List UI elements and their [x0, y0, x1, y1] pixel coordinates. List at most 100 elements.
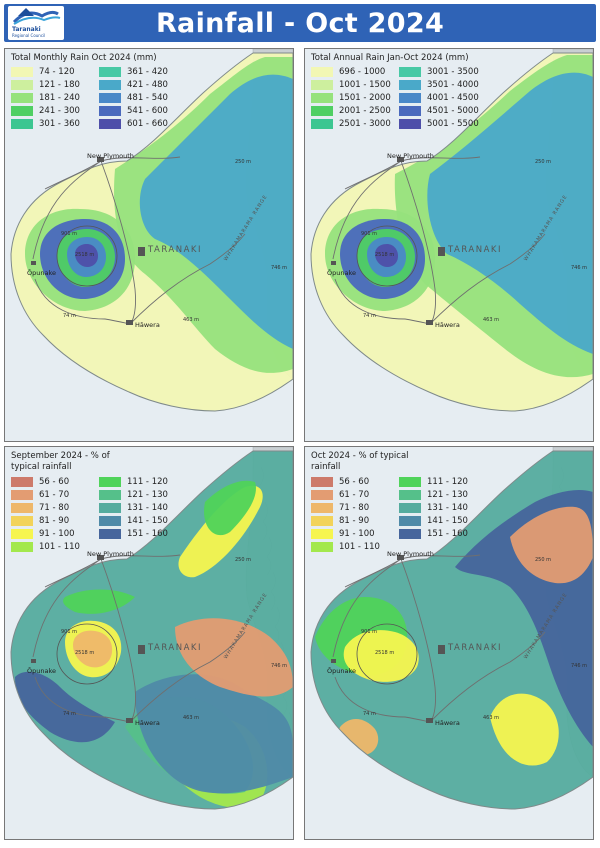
legend-label: 2001 - 2500	[339, 105, 391, 116]
elevation-label: 250 m	[235, 557, 252, 563]
legend-item: 101 - 110	[11, 541, 99, 552]
map-panel-annual-rain: Total Annual Rain Jan-Oct 2024 (mm) 696 -…	[304, 48, 594, 442]
legend-swatch	[11, 541, 33, 552]
legend-label: 81 - 90	[39, 515, 70, 526]
elevation-label: 2518 m	[375, 650, 395, 656]
legend-item: 131 - 140	[399, 502, 487, 513]
legend-swatch	[311, 105, 333, 116]
legend-item: 4001 - 4500	[399, 92, 487, 103]
legend-label: 91 - 100	[39, 528, 75, 539]
legend-label: 81 - 90	[339, 515, 370, 526]
legend-item: 541 - 600	[99, 105, 187, 116]
legend: Total Monthly Rain Oct 2024 (mm) 74 - 120…	[11, 53, 187, 129]
legend-label: 111 - 120	[427, 476, 468, 487]
legend-label: 56 - 60	[339, 476, 370, 487]
legend-label: 3001 - 3500	[427, 66, 479, 77]
town-label-new-plymouth: New Plymouth	[387, 152, 434, 160]
legend-item: 241 - 300	[11, 105, 99, 116]
logo-subtitle: Regional Council	[12, 33, 46, 38]
legend-item: 101 - 110	[311, 541, 399, 552]
legend-item: 696 - 1000	[311, 66, 399, 77]
legend-swatch	[99, 79, 121, 90]
legend-item: 121 - 130	[399, 489, 487, 500]
legend-swatch	[11, 66, 33, 77]
legend-label: 56 - 60	[39, 476, 70, 487]
legend-item: 181 - 240	[11, 92, 99, 103]
legend-swatch	[311, 92, 333, 103]
legend-label: 421 - 480	[127, 79, 168, 90]
legend-swatch	[99, 105, 121, 116]
town-markers	[331, 157, 445, 325]
legend-item: 301 - 360	[11, 118, 99, 129]
legend-title: September 2024 - % of typical rainfall	[11, 451, 110, 472]
rainfall-zone	[375, 244, 398, 267]
map-canvas	[5, 49, 293, 441]
legend-item: 56 - 60	[311, 476, 399, 487]
legend-label: 91 - 100	[339, 528, 375, 539]
legend-swatch	[399, 79, 421, 90]
town-label-hawera: Hāwera	[435, 719, 460, 727]
legend-item: 131 - 140	[99, 502, 187, 513]
council-logo: Taranaki Regional Council	[8, 6, 64, 40]
rainfall-zones	[11, 53, 293, 411]
legend-swatch	[11, 118, 33, 129]
legend-label: 481 - 540	[127, 92, 168, 103]
legend-item: 111 - 120	[399, 476, 487, 487]
legend-item: 121 - 180	[11, 79, 99, 90]
national-park-boundary	[356, 623, 418, 685]
legend-item: 141 - 150	[399, 515, 487, 526]
legend-swatch	[11, 502, 33, 513]
region-boundary	[310, 52, 593, 412]
rainfall-zone	[427, 72, 593, 354]
town-label-opunake: Ōpunake	[327, 269, 356, 277]
legend-swatch	[399, 92, 421, 103]
legend-label: 141 - 150	[427, 515, 468, 526]
legend-swatch	[11, 528, 33, 539]
legend-item: 151 - 160	[399, 528, 487, 539]
legend-title: Total Monthly Rain Oct 2024 (mm)	[11, 53, 157, 63]
legend-swatch	[11, 92, 33, 103]
legend-swatch	[399, 476, 421, 487]
legend-label: 1501 - 2000	[339, 92, 391, 103]
legend-swatch	[99, 502, 121, 513]
legend-label: 111 - 120	[127, 476, 168, 487]
legend-label: 74 - 120	[39, 66, 75, 77]
rainfall-zone	[204, 480, 256, 536]
legend-label: 3501 - 4000	[427, 79, 479, 90]
legend-label: 4501 - 5000	[427, 105, 479, 116]
legend-swatch	[11, 489, 33, 500]
elevation-label: 250 m	[535, 557, 552, 563]
elevation-label: 463 m	[483, 715, 500, 721]
legend-swatch	[399, 515, 421, 526]
legend-item: 2501 - 3000	[311, 118, 399, 129]
legend-swatch	[311, 118, 333, 129]
legend-item: 3001 - 3500	[399, 66, 487, 77]
elevation-label: 746 m	[571, 265, 588, 271]
legend-item: 481 - 540	[99, 92, 187, 103]
legend-label: 151 - 160	[127, 528, 168, 539]
legend-swatch	[11, 476, 33, 487]
town-label-new-plymouth: New Plymouth	[87, 550, 134, 558]
legend-label: 151 - 160	[427, 528, 468, 539]
map-panel-monthly-rain: Total Monthly Rain Oct 2024 (mm) 74 - 120…	[4, 48, 294, 442]
elevation-label: 250 m	[535, 159, 552, 165]
legend-item: 1001 - 1500	[311, 79, 399, 90]
elevation-label: 463 m	[183, 317, 200, 323]
legend-swatch	[99, 528, 121, 539]
town-label-hawera: Hāwera	[135, 719, 160, 727]
elevation-label: 2518 m	[375, 252, 395, 258]
town-markers	[31, 555, 145, 723]
town-markers	[31, 157, 145, 325]
legend-swatch	[311, 528, 333, 539]
legend-item: 71 - 80	[311, 502, 399, 513]
elevation-label: 901 m	[61, 231, 78, 237]
town-label-new-plymouth: New Plymouth	[87, 152, 134, 160]
legend: September 2024 - % of typical rainfall 56…	[11, 451, 187, 552]
legend-label: 71 - 80	[339, 502, 370, 513]
page-title: Rainfall - Oct 2024	[155, 8, 445, 39]
legend-label: 301 - 360	[39, 118, 80, 129]
legend-swatch	[311, 502, 333, 513]
elevation-label: 250 m	[235, 159, 252, 165]
legend-swatch	[11, 105, 33, 116]
legend-swatch	[11, 515, 33, 526]
